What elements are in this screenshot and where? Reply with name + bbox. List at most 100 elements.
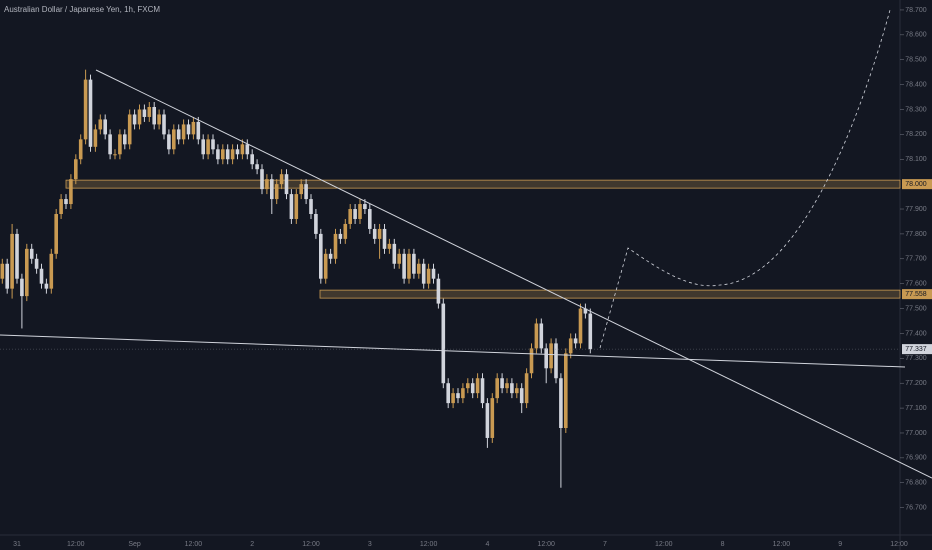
candle-body	[289, 194, 294, 219]
y-tick-label: 77.000	[905, 430, 927, 437]
candle-body	[500, 378, 504, 389]
candle-body	[559, 378, 563, 428]
trend-line	[0, 334, 906, 368]
candle-body	[83, 79, 88, 140]
candle-body	[505, 383, 509, 389]
candle-body	[417, 263, 421, 274]
candle-body	[412, 253, 416, 274]
candle-body	[201, 139, 205, 155]
candle-body	[377, 228, 382, 239]
candle-body	[397, 253, 401, 264]
candle-body	[162, 114, 166, 135]
y-tick-label: 76.900	[905, 455, 927, 462]
candle-body	[279, 174, 284, 185]
candle-body	[441, 303, 446, 384]
candle-body	[34, 258, 39, 269]
y-tick-label: 77.100	[905, 405, 927, 412]
candle-body	[29, 248, 34, 259]
candle-body	[20, 278, 24, 297]
candle-body	[98, 119, 103, 130]
y-tick-label: 76.800	[905, 480, 927, 487]
candle-body	[260, 169, 264, 190]
candle-body	[515, 388, 519, 394]
candle-body	[568, 338, 573, 354]
level-zone	[65, 179, 901, 189]
candle-body	[529, 348, 534, 374]
candle-body	[353, 209, 357, 219]
projection-path	[599, 9, 891, 349]
candle-body	[142, 109, 147, 117]
candle-body	[510, 383, 514, 394]
candle-body	[240, 144, 245, 155]
candle-body	[59, 199, 63, 214]
candle-body	[103, 119, 107, 135]
candle-body	[564, 353, 568, 428]
candle-body	[118, 134, 122, 155]
candle-body	[54, 214, 58, 254]
candle-body	[181, 124, 186, 140]
candle-body	[167, 134, 171, 150]
candle-body	[211, 139, 215, 150]
candle-body	[524, 373, 529, 404]
zones	[65, 179, 901, 299]
x-tick-label: 12:00	[302, 541, 320, 548]
candle-body	[426, 268, 431, 284]
x-tick-label: 3	[368, 541, 372, 548]
candle-body	[431, 268, 436, 279]
candle-body	[152, 107, 156, 125]
candle-body	[338, 233, 343, 239]
candle-body	[456, 393, 460, 399]
y-tick-label: 77.300	[905, 355, 927, 362]
candle-body	[221, 149, 225, 160]
y-tick-label: 78.600	[905, 32, 927, 39]
candle-body	[132, 114, 137, 125]
candle-body	[534, 323, 539, 349]
candle-body	[392, 243, 397, 264]
candle-body	[309, 199, 313, 214]
candle-body	[461, 388, 465, 399]
candle-body	[255, 164, 259, 170]
candle-body	[348, 209, 352, 224]
candle-body	[387, 243, 392, 249]
candle-body	[319, 233, 323, 279]
candle-body	[407, 253, 411, 279]
x-tick-label: 12:00	[67, 541, 85, 548]
x-tick-label: 12:00	[773, 541, 791, 548]
level-label: 78.000	[905, 181, 927, 188]
candle-body	[284, 174, 289, 195]
candle-body	[39, 268, 44, 284]
candle-body	[186, 124, 191, 135]
candle-body	[216, 149, 220, 160]
candle-body	[358, 204, 362, 219]
last-price-box	[902, 344, 932, 355]
candle-body	[554, 343, 558, 379]
candle-body	[5, 263, 9, 289]
candle-body	[93, 129, 98, 147]
candle-body	[495, 378, 499, 399]
candle-body	[206, 139, 210, 155]
x-tick-label: 7	[603, 541, 607, 548]
candle-body	[147, 107, 152, 117]
x-tick-label: 2	[250, 541, 254, 548]
candle-body	[446, 383, 450, 404]
candle-body	[113, 154, 117, 156]
y-tick-label: 77.600	[905, 281, 927, 288]
candle-body	[127, 114, 132, 145]
x-tick-label: 12:00	[890, 541, 908, 548]
candle-body	[372, 228, 377, 239]
candle-body	[172, 129, 176, 150]
candle-body	[15, 233, 19, 279]
candle-body	[245, 144, 250, 155]
candle-body	[451, 393, 455, 404]
candle-body	[69, 179, 73, 205]
candle-body	[490, 398, 495, 438]
candle-body	[519, 388, 524, 404]
y-tick-label: 78.400	[905, 81, 927, 88]
x-tick-label: 4	[485, 541, 489, 548]
candle-body	[0, 263, 5, 279]
x-tick-label: 9	[838, 541, 842, 548]
y-tick-label: 78.300	[905, 106, 927, 113]
candle-body	[475, 378, 480, 394]
y-tick-label: 78.100	[905, 156, 927, 163]
candle-body	[108, 134, 112, 155]
